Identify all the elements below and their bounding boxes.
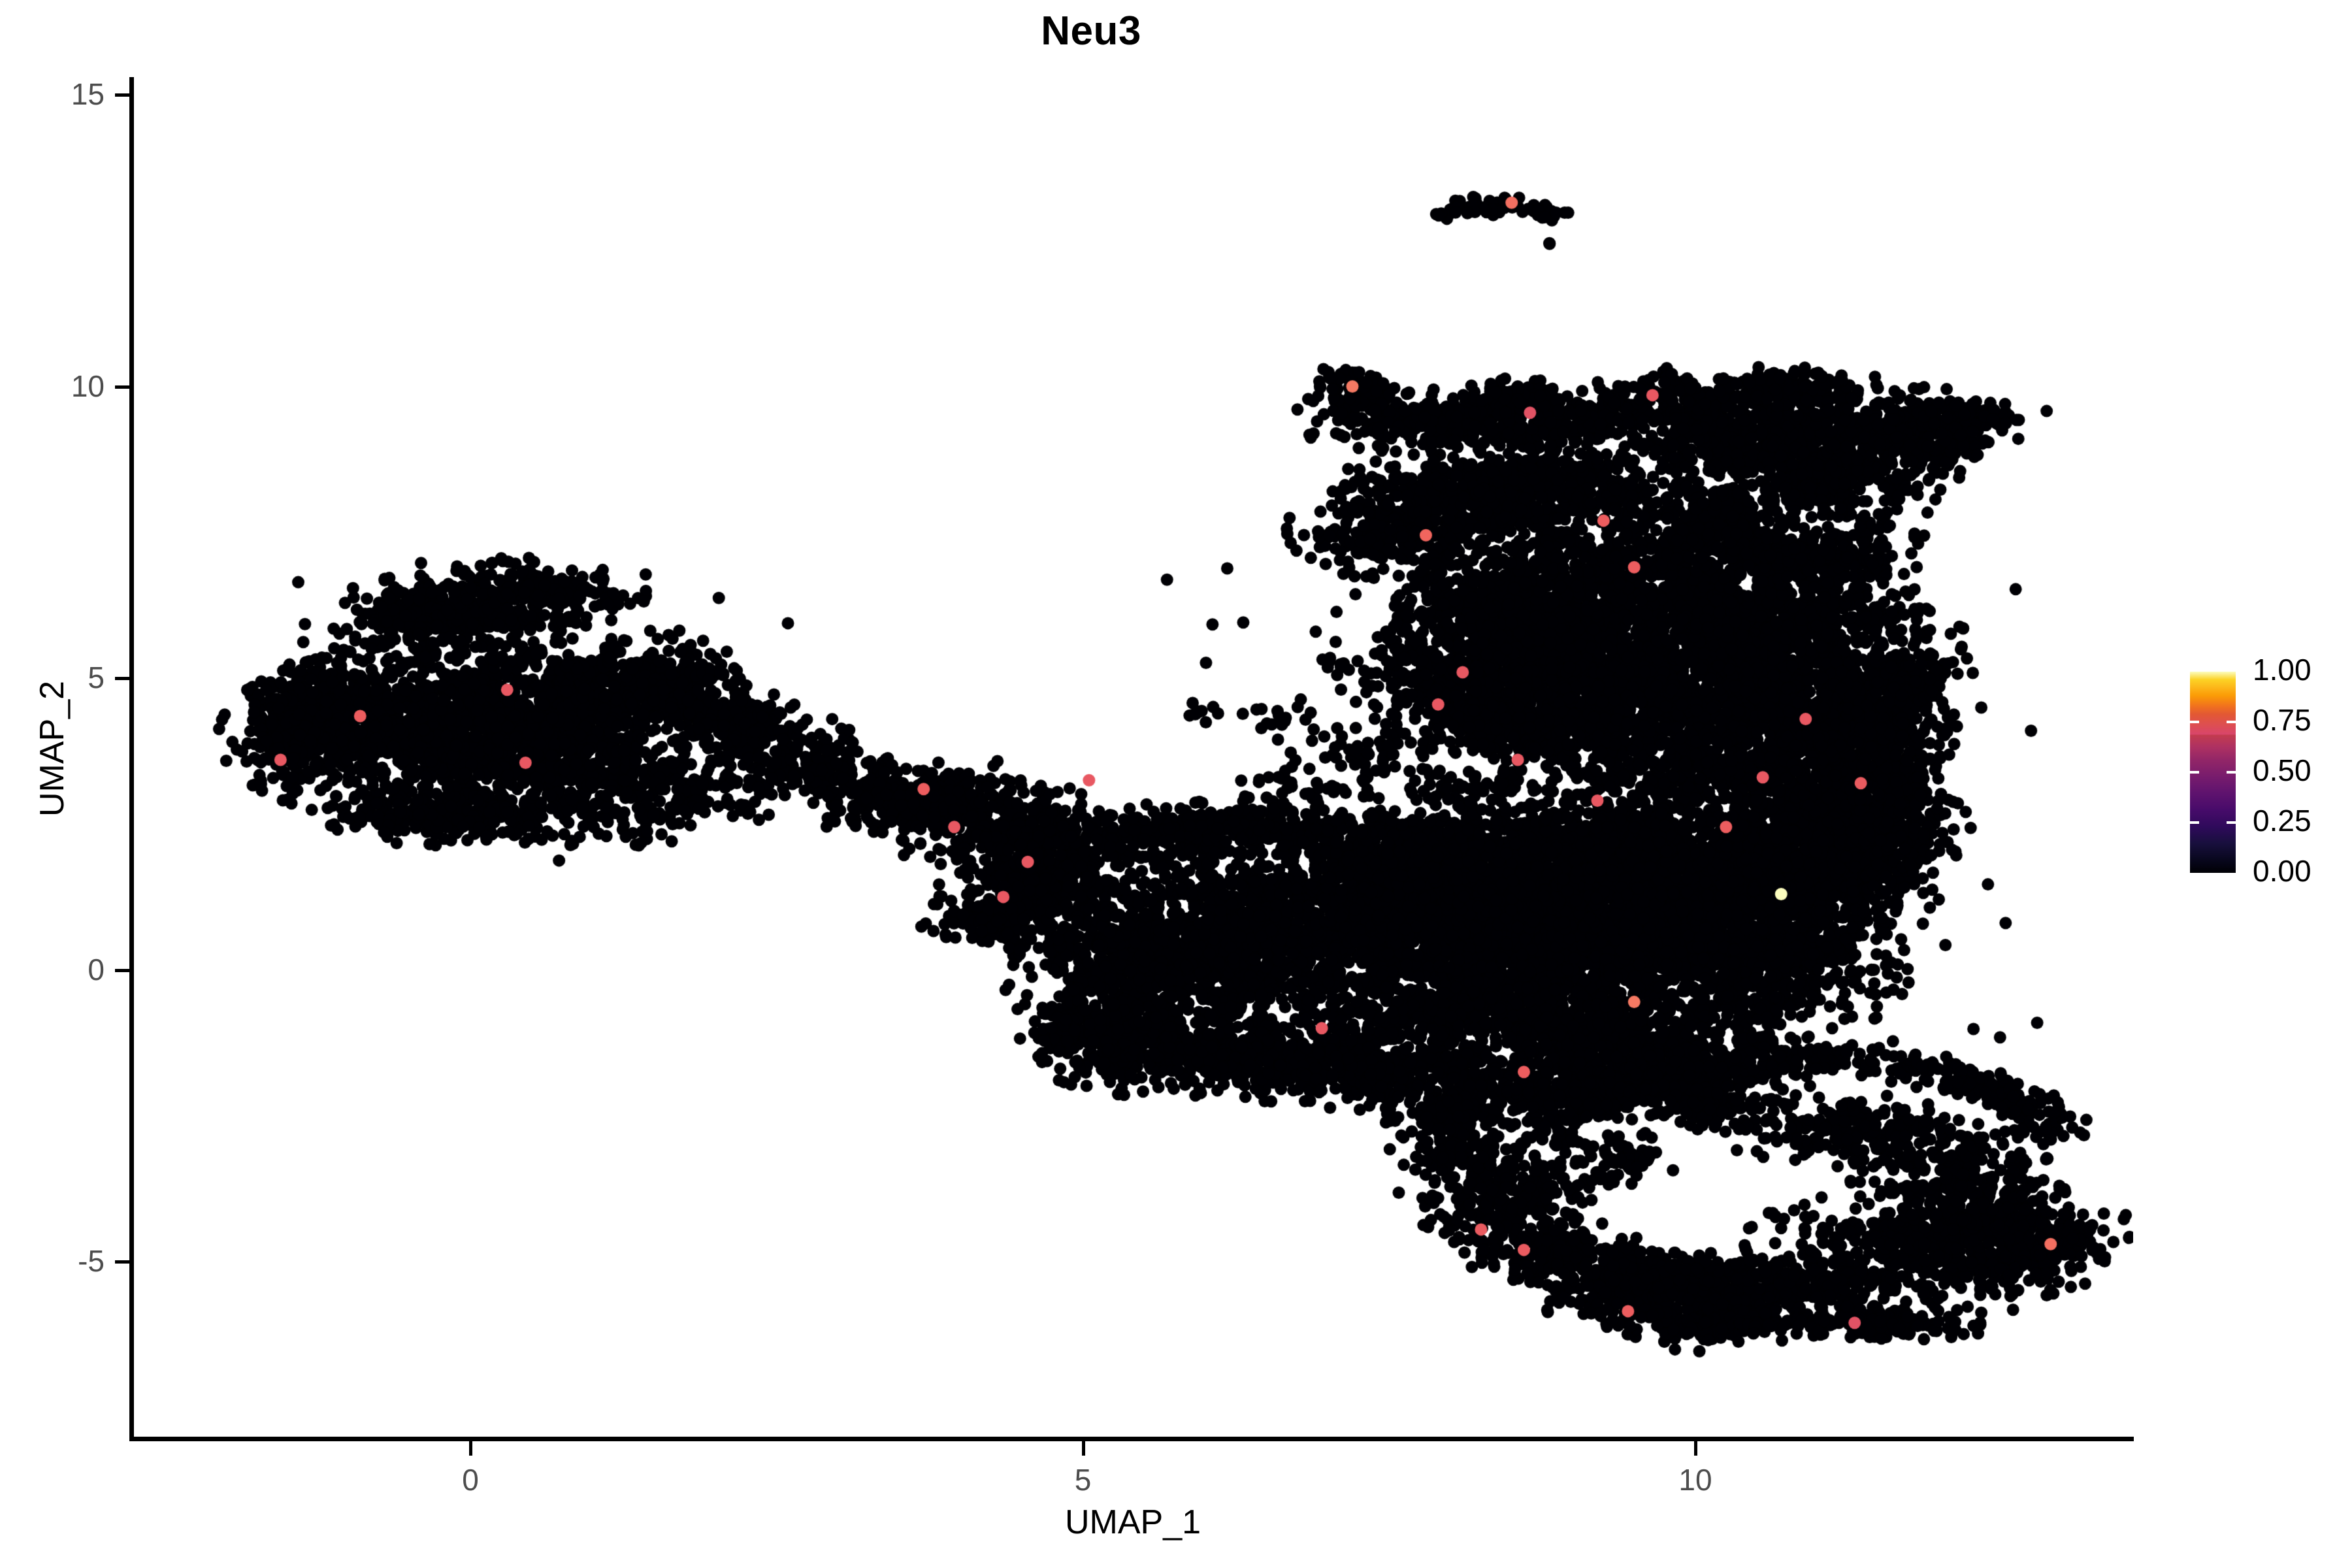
scatter-canvas xyxy=(133,77,2133,1439)
y-axis-tick-label: 0 xyxy=(88,952,105,987)
page-title: Neu3 xyxy=(1041,8,1141,54)
legend-tick xyxy=(2227,721,2236,723)
legend-tick xyxy=(2227,821,2236,824)
x-axis-tick-label: 10 xyxy=(1678,1463,1712,1497)
legend-tick xyxy=(2190,771,2199,774)
y-axis-line xyxy=(129,77,134,1441)
x-axis-line xyxy=(129,1437,2134,1441)
y-axis-tick xyxy=(115,968,129,972)
y-axis-title: UMAP_2 xyxy=(33,680,71,817)
y-axis-tick xyxy=(115,677,129,680)
x-axis-tick xyxy=(469,1441,472,1456)
y-axis-tick-label: -5 xyxy=(78,1244,105,1278)
plot-panel xyxy=(133,77,2133,1439)
y-axis-tick xyxy=(115,1260,129,1264)
y-axis-tick xyxy=(115,385,129,389)
legend: 1.00 0.75 0.50 0.25 0.00 xyxy=(2190,655,2340,886)
legend-tick xyxy=(2227,771,2236,774)
x-axis-tick xyxy=(1081,1441,1085,1456)
legend-tick xyxy=(2190,821,2199,824)
x-axis-tick-label: 5 xyxy=(1074,1463,1092,1497)
legend-tick-label: 0.00 xyxy=(2253,854,2311,888)
legend-tick-label: 0.50 xyxy=(2253,753,2311,787)
x-axis-tick-label: 0 xyxy=(462,1463,479,1497)
legend-tick xyxy=(2190,721,2199,723)
x-axis-title: UMAP_1 xyxy=(1064,1503,1201,1541)
legend-tick-label: 0.75 xyxy=(2253,703,2311,737)
y-axis-tick-label: 10 xyxy=(71,368,105,403)
y-axis-tick xyxy=(115,93,129,97)
x-axis-tick xyxy=(1694,1441,1697,1456)
y-axis-tick-label: 5 xyxy=(88,661,105,694)
legend-tick-label: 1.00 xyxy=(2253,653,2311,687)
legend-tick-label: 0.25 xyxy=(2253,804,2311,838)
y-axis-tick-label: 15 xyxy=(71,77,105,111)
